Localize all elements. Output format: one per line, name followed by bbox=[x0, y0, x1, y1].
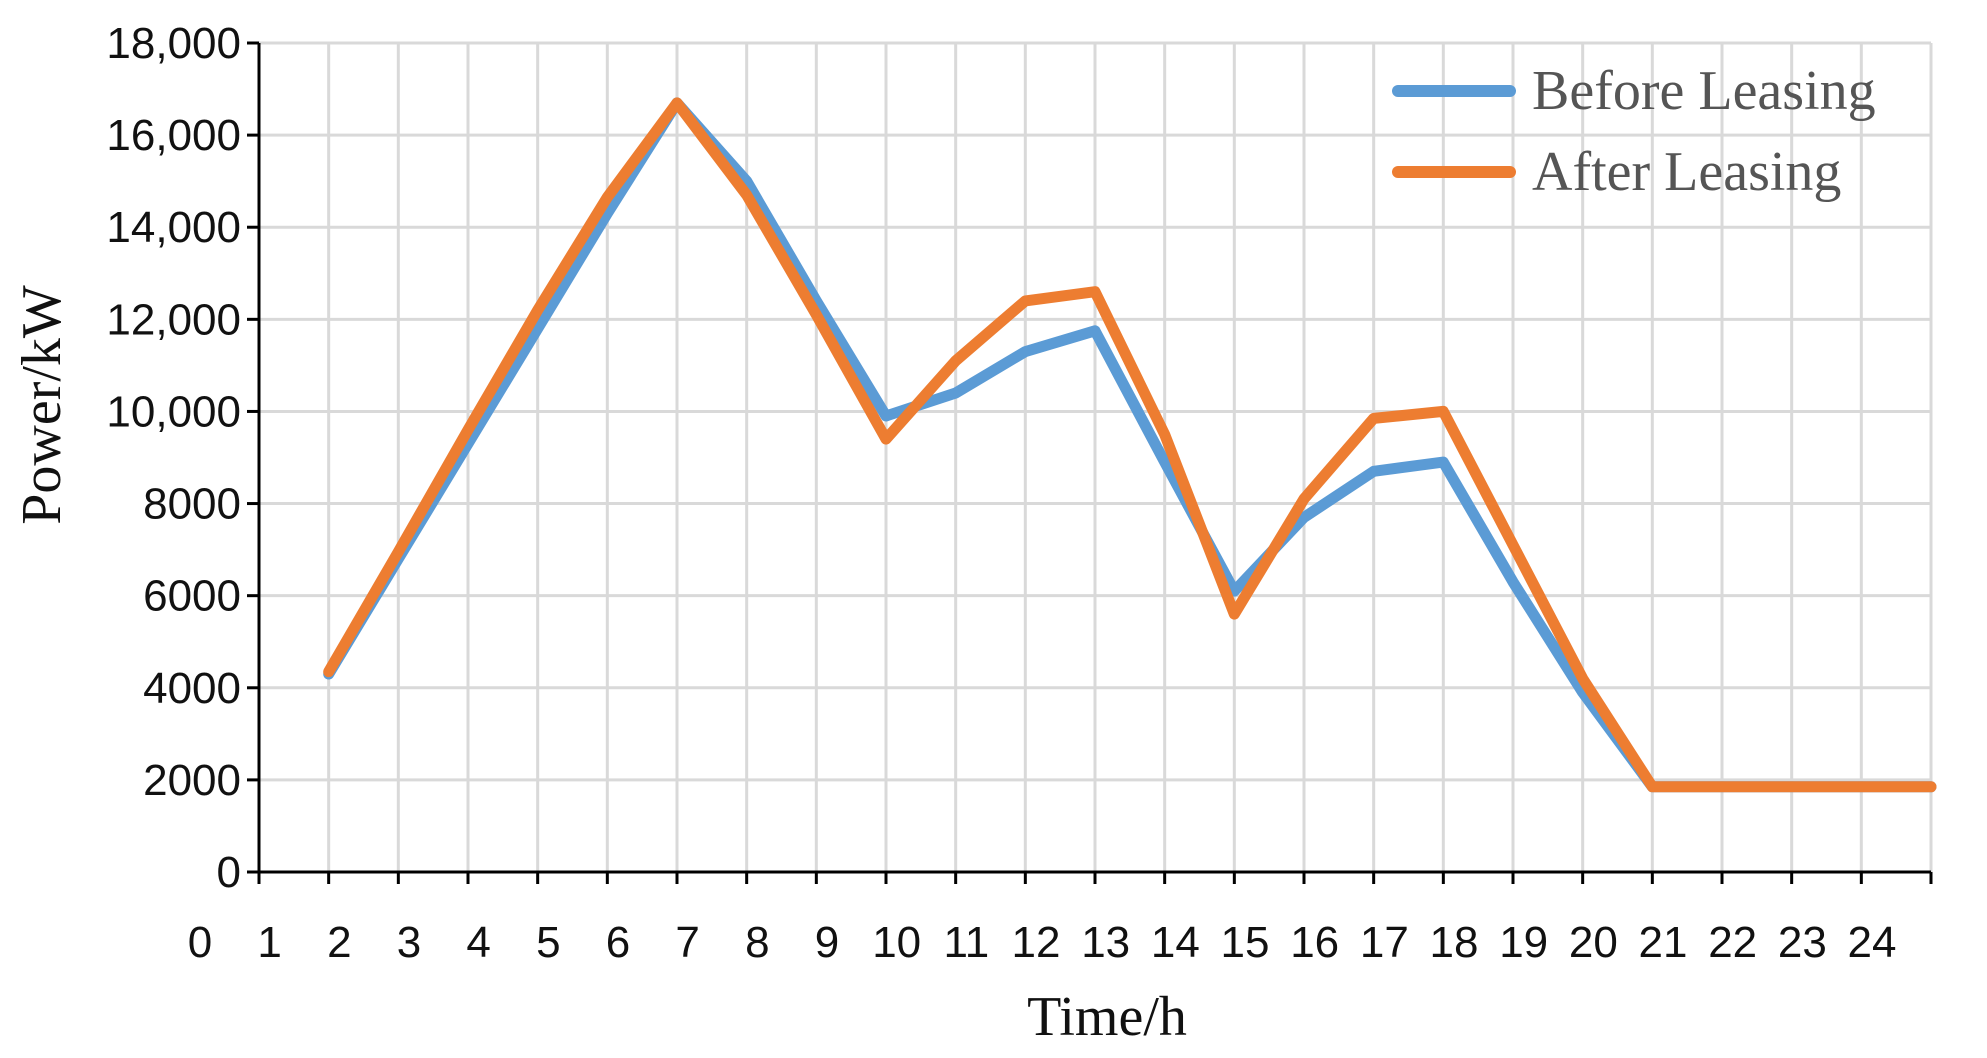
x-tick-label-8: 8 bbox=[745, 918, 769, 967]
x-tick-label-12: 12 bbox=[1012, 918, 1061, 967]
x-tick-label-7: 7 bbox=[675, 918, 699, 967]
x-tick-label-19: 19 bbox=[1499, 918, 1548, 967]
x-tick-label-0: 0 bbox=[188, 918, 212, 967]
legend-label-after-leasing: After Leasing bbox=[1532, 141, 1841, 203]
x-tick-label-6: 6 bbox=[606, 918, 630, 967]
y-tick-label-16000: 16,000 bbox=[106, 111, 241, 160]
axes bbox=[247, 41, 1933, 884]
y-tick-label-6000: 6000 bbox=[143, 572, 241, 621]
x-tick-label-1: 1 bbox=[257, 918, 281, 967]
y-tick-label-18000: 18,000 bbox=[106, 19, 241, 68]
y-tick-label-12000: 12,000 bbox=[106, 295, 241, 344]
x-axis-title: Time/h bbox=[1027, 986, 1187, 1048]
y-tick-label-0: 0 bbox=[217, 848, 241, 897]
tick-labels: 0 1 2 3 4 5 6 7 8 9 10 11 12 13 14 15 16 17 18 19 20 21 22 23 24… bbox=[106, 19, 1896, 967]
y-tick-label-4000: 4000 bbox=[143, 664, 241, 713]
x-tick-label-20: 20 bbox=[1569, 918, 1618, 967]
y-tick-label-10000: 10,000 bbox=[106, 387, 241, 436]
y-tick-label-2000: 2000 bbox=[143, 756, 241, 805]
x-tick-label-4: 4 bbox=[466, 918, 490, 967]
x-tick-label-18: 18 bbox=[1430, 918, 1479, 967]
x-tick-label-21: 21 bbox=[1639, 918, 1688, 967]
y-tick-label-14000: 14,000 bbox=[106, 203, 241, 252]
x-tick-label-13: 13 bbox=[1081, 918, 1130, 967]
x-tick-label-2: 2 bbox=[327, 918, 351, 967]
x-tick-label-22: 22 bbox=[1708, 918, 1757, 967]
x-tick-label-17: 17 bbox=[1360, 918, 1409, 967]
series-lines bbox=[323, 97, 1937, 793]
series-line-after-leasing bbox=[323, 97, 1937, 793]
x-tick-label-5: 5 bbox=[536, 918, 560, 967]
x-tick-label-24: 24 bbox=[1848, 918, 1897, 967]
x-tick-label-16: 16 bbox=[1290, 918, 1339, 967]
x-tick-label-3: 3 bbox=[397, 918, 421, 967]
x-tick-label-14: 14 bbox=[1151, 918, 1200, 967]
x-tick-label-11: 11 bbox=[943, 918, 989, 967]
x-tick-label-9: 9 bbox=[815, 918, 839, 967]
y-axis-title: Power/kW bbox=[11, 285, 73, 525]
y-tick-label-8000: 8000 bbox=[143, 480, 241, 529]
x-tick-label-15: 15 bbox=[1221, 918, 1270, 967]
x-tick-label-10: 10 bbox=[872, 918, 921, 967]
legend: Before Leasing After Leasing bbox=[1392, 60, 1876, 203]
x-tick-label-23: 23 bbox=[1778, 918, 1827, 967]
legend-label-before-leasing: Before Leasing bbox=[1532, 60, 1876, 122]
series-line-before-leasing bbox=[323, 97, 1937, 793]
